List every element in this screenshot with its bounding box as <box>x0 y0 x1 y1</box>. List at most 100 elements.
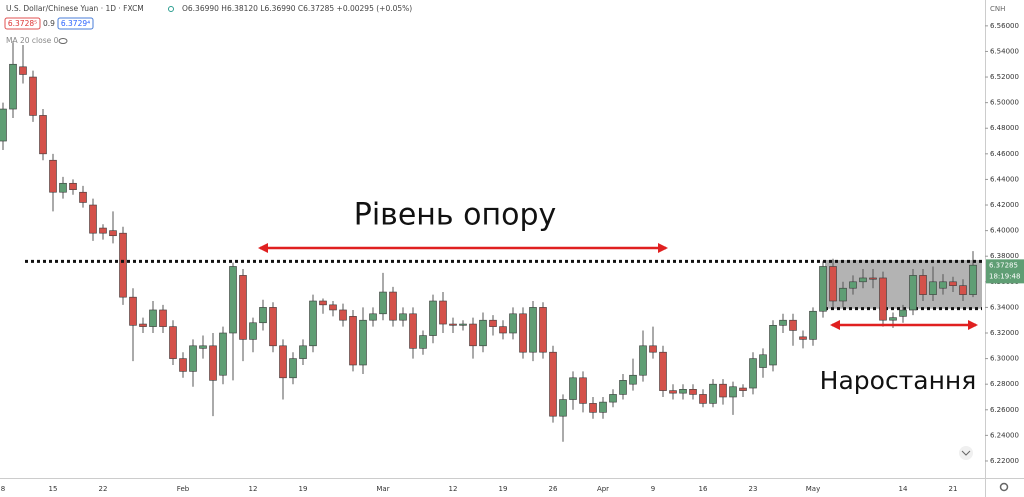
candle-body <box>239 275 247 340</box>
candle-body <box>369 313 377 321</box>
y-tick-label: 6.28000 <box>990 380 1019 388</box>
candle-body <box>959 285 967 295</box>
candle-body <box>749 358 757 389</box>
y-tick-label: 6.30000 <box>990 355 1019 363</box>
y-tick-label: 6.56000 <box>990 22 1019 30</box>
candle-body <box>409 313 417 349</box>
status-dot <box>168 6 174 12</box>
candle-body <box>699 394 707 404</box>
candle-body <box>229 266 237 334</box>
candle-body <box>929 281 937 295</box>
candle-body <box>439 300 447 325</box>
candle-body <box>489 319 497 327</box>
y-tick-label: 6.38000 <box>990 252 1019 260</box>
candle-body <box>909 275 917 311</box>
x-tick-label: 26 <box>549 485 558 493</box>
candle-body <box>49 159 57 193</box>
candle-body <box>69 182 77 190</box>
x-tick-label: 23 <box>749 485 758 493</box>
settings-icon[interactable] <box>999 482 1009 492</box>
sell-button[interactable] <box>4 17 41 30</box>
y-tick-label: 6.32000 <box>990 329 1019 337</box>
y-tick-label: 6.48000 <box>990 124 1019 132</box>
candle-body <box>669 390 677 394</box>
candle-body <box>539 307 547 353</box>
candle-body <box>349 316 357 366</box>
plot-area <box>0 41 985 442</box>
candle-body <box>579 377 587 404</box>
candle-body <box>329 304 337 311</box>
candle-body <box>279 345 287 379</box>
candle-body <box>549 351 557 417</box>
candle-body <box>589 403 597 413</box>
candle-body <box>609 394 617 403</box>
countdown-label: 18:19:48 <box>989 272 1020 280</box>
candle-body <box>299 345 307 359</box>
candle-body <box>859 277 867 283</box>
y-tick-label: 6.52000 <box>990 73 1019 81</box>
candle-body <box>339 309 347 321</box>
visibility-icon[interactable] <box>58 38 68 44</box>
y-tick-label: 6.44000 <box>990 175 1019 183</box>
x-tick-label: 12 <box>249 485 258 493</box>
candle-body <box>559 399 567 417</box>
x-tick-label: 8 <box>1 485 5 493</box>
candle-body <box>39 115 47 155</box>
candle-body <box>149 309 157 327</box>
last-price-label: 6.37285 <box>989 261 1018 269</box>
candle-body <box>809 310 817 340</box>
candle-body <box>89 204 97 234</box>
candle-body <box>889 317 897 321</box>
x-tick-label: 9 <box>651 485 655 493</box>
candle-body <box>129 296 137 326</box>
candle-body <box>169 326 177 359</box>
spread-label: 0.9 <box>43 19 55 28</box>
y-tick-label: 6.24000 <box>990 431 1019 439</box>
x-tick-label: 15 <box>49 485 58 493</box>
candle-body <box>249 322 257 340</box>
candle-body <box>269 307 277 347</box>
y-tick-label: 6.54000 <box>990 47 1019 55</box>
candle-body <box>529 307 537 353</box>
candle-body <box>479 319 487 347</box>
last-price-box <box>986 259 1024 284</box>
candle-body <box>879 277 887 321</box>
candle-body <box>459 323 467 326</box>
candle-body <box>319 300 327 306</box>
candle-body <box>739 387 747 391</box>
candle-body <box>29 76 37 116</box>
candle-body <box>629 374 637 385</box>
candle-body <box>359 319 367 366</box>
x-tick-label: May <box>806 485 820 493</box>
candle-body <box>899 309 907 317</box>
candle-body <box>59 182 67 193</box>
x-tick-label: 21 <box>949 485 958 493</box>
candle-body <box>399 313 407 321</box>
accumulation-box <box>825 260 982 309</box>
candle-body <box>969 264 977 295</box>
scroll-icon <box>961 450 971 456</box>
x-tick-label: Feb <box>177 485 190 493</box>
candle-body <box>639 345 647 376</box>
scroll-button[interactable] <box>959 446 973 460</box>
bid-label[interactable]: 6.3728⁵ <box>8 19 37 28</box>
accumulation-text: Наростання <box>820 366 977 395</box>
candle-body <box>869 277 877 280</box>
candle-body <box>789 319 797 331</box>
candle-body <box>449 323 457 326</box>
candle-body <box>659 351 667 391</box>
candle-body <box>799 336 807 340</box>
ask-label[interactable]: 6.3729⁴ <box>61 19 90 28</box>
candle-body <box>689 389 697 395</box>
y-tick-label: 6.42000 <box>990 201 1019 209</box>
candle-body <box>219 332 227 376</box>
x-tick-label: 16 <box>699 485 708 493</box>
candle-body <box>919 275 927 295</box>
candle-body <box>719 383 727 398</box>
candle-body <box>0 108 7 142</box>
candle-body <box>569 377 577 400</box>
currency-label: CNH <box>990 5 1005 13</box>
buy-button[interactable] <box>57 17 94 30</box>
candle-body <box>829 266 837 302</box>
symbol-title: U.S. Dollar/Chinese Yuan · 1D · FXCM <box>6 4 144 13</box>
